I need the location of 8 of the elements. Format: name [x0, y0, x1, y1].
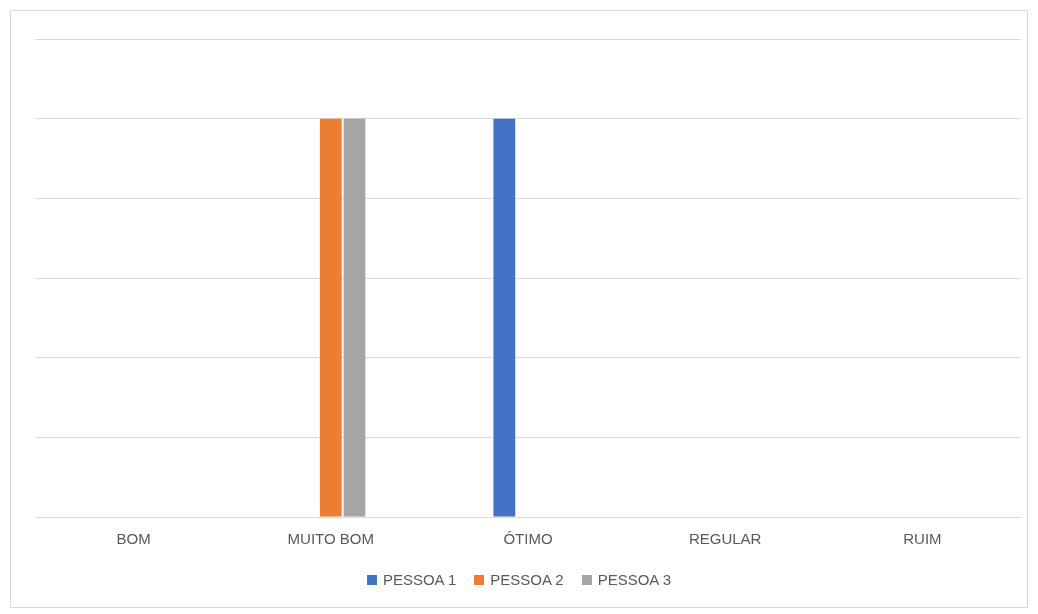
- x-tick-label: MUITO BOM: [287, 530, 374, 548]
- x-tick-label: ÓTIMO: [503, 530, 553, 548]
- legend-label: PESSOA 2: [490, 571, 564, 588]
- x-tick-label: RUIM: [903, 530, 942, 548]
- x-tick-label: BOM: [116, 530, 151, 548]
- legend-label: PESSOA 1: [382, 571, 457, 588]
- x-tick-label: REGULAR: [688, 530, 762, 548]
- legend-label: PESSOA 3: [597, 571, 672, 588]
